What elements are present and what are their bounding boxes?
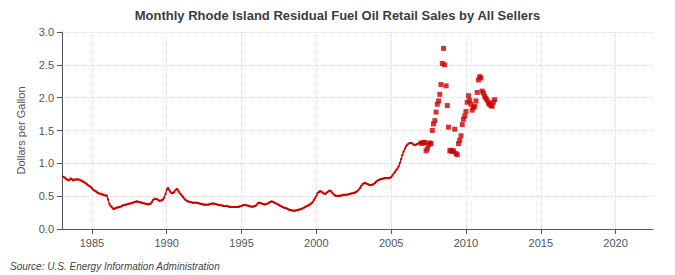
svg-text:Source: U.S. Energy Informatio: Source: U.S. Energy Information Administ… <box>10 261 220 272</box>
svg-text:2.5: 2.5 <box>39 59 54 71</box>
svg-text:1990: 1990 <box>154 237 178 249</box>
svg-text:0.5: 0.5 <box>39 190 54 202</box>
svg-text:3.0: 3.0 <box>39 26 54 38</box>
svg-text:2.0: 2.0 <box>39 92 54 104</box>
svg-text:Monthly Rhode Island Residual: Monthly Rhode Island Residual Fuel Oil R… <box>135 8 541 23</box>
svg-text:0.0: 0.0 <box>39 223 54 235</box>
svg-text:2015: 2015 <box>529 237 553 249</box>
svg-text:2010: 2010 <box>454 237 478 249</box>
svg-text:1995: 1995 <box>229 237 253 249</box>
svg-text:1.0: 1.0 <box>39 157 54 169</box>
svg-text:2005: 2005 <box>379 237 403 249</box>
svg-text:2020: 2020 <box>603 237 627 249</box>
svg-text:2000: 2000 <box>304 237 328 249</box>
svg-text:1.5: 1.5 <box>39 125 54 137</box>
svg-text:Dollars per Gallon: Dollars per Gallon <box>15 86 27 174</box>
svg-text:1985: 1985 <box>80 237 104 249</box>
